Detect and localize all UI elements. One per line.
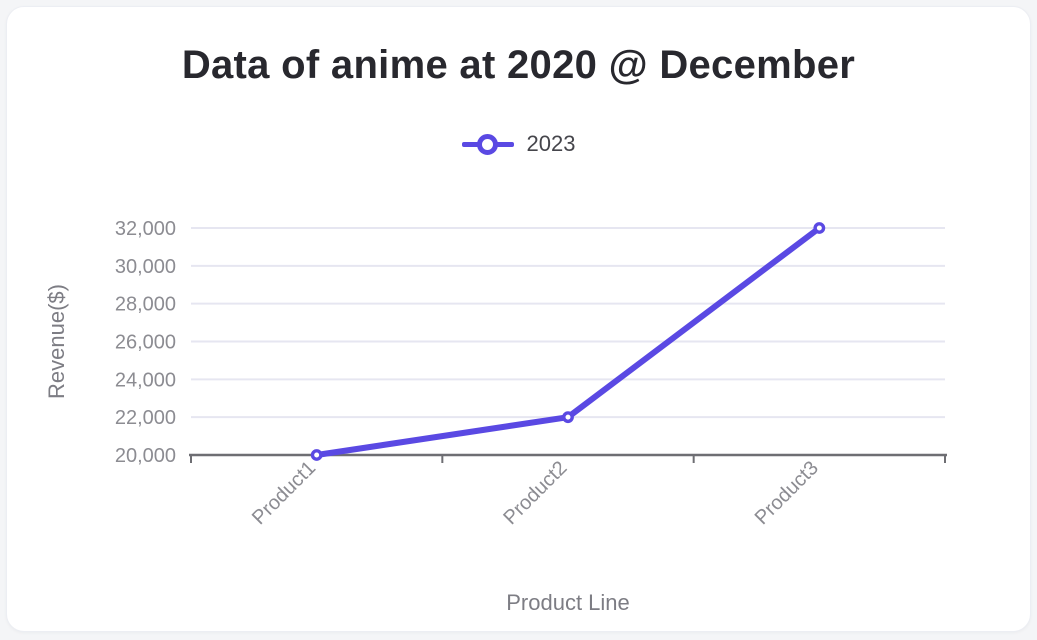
- x-tick-label: Product1: [248, 457, 320, 529]
- chart-title: Data of anime at 2020 @ December: [181, 43, 856, 87]
- x-tick-label: Product3: [751, 457, 823, 529]
- legend-line-marker-icon: [461, 133, 514, 155]
- y-tick-label: 30,000: [115, 256, 176, 278]
- y-tick-label: 32,000: [115, 218, 176, 240]
- y-tick-label: 26,000: [115, 332, 176, 354]
- data-point[interactable]: [813, 222, 826, 234]
- x-axis-title: Product Line: [506, 590, 630, 615]
- chart-card: Data of anime at 2020 @ December 2023: [6, 6, 1031, 632]
- data-point[interactable]: [310, 449, 323, 461]
- legend-item-label: 2023: [526, 131, 576, 156]
- legend-marker-dot: [477, 133, 499, 155]
- x-tick-label: Product2: [499, 457, 571, 529]
- y-tick-label: 22,000: [115, 407, 176, 429]
- data-point[interactable]: [562, 411, 574, 424]
- chart-legend: 2023: [7, 131, 1030, 157]
- y-tick-label: 20,000: [115, 445, 176, 467]
- y-tick-label: 24,000: [115, 369, 176, 391]
- y-axis-title: Revenue($): [44, 284, 69, 399]
- legend-item-2023[interactable]: 2023: [461, 131, 576, 157]
- y-tick-label: 28,000: [115, 294, 176, 316]
